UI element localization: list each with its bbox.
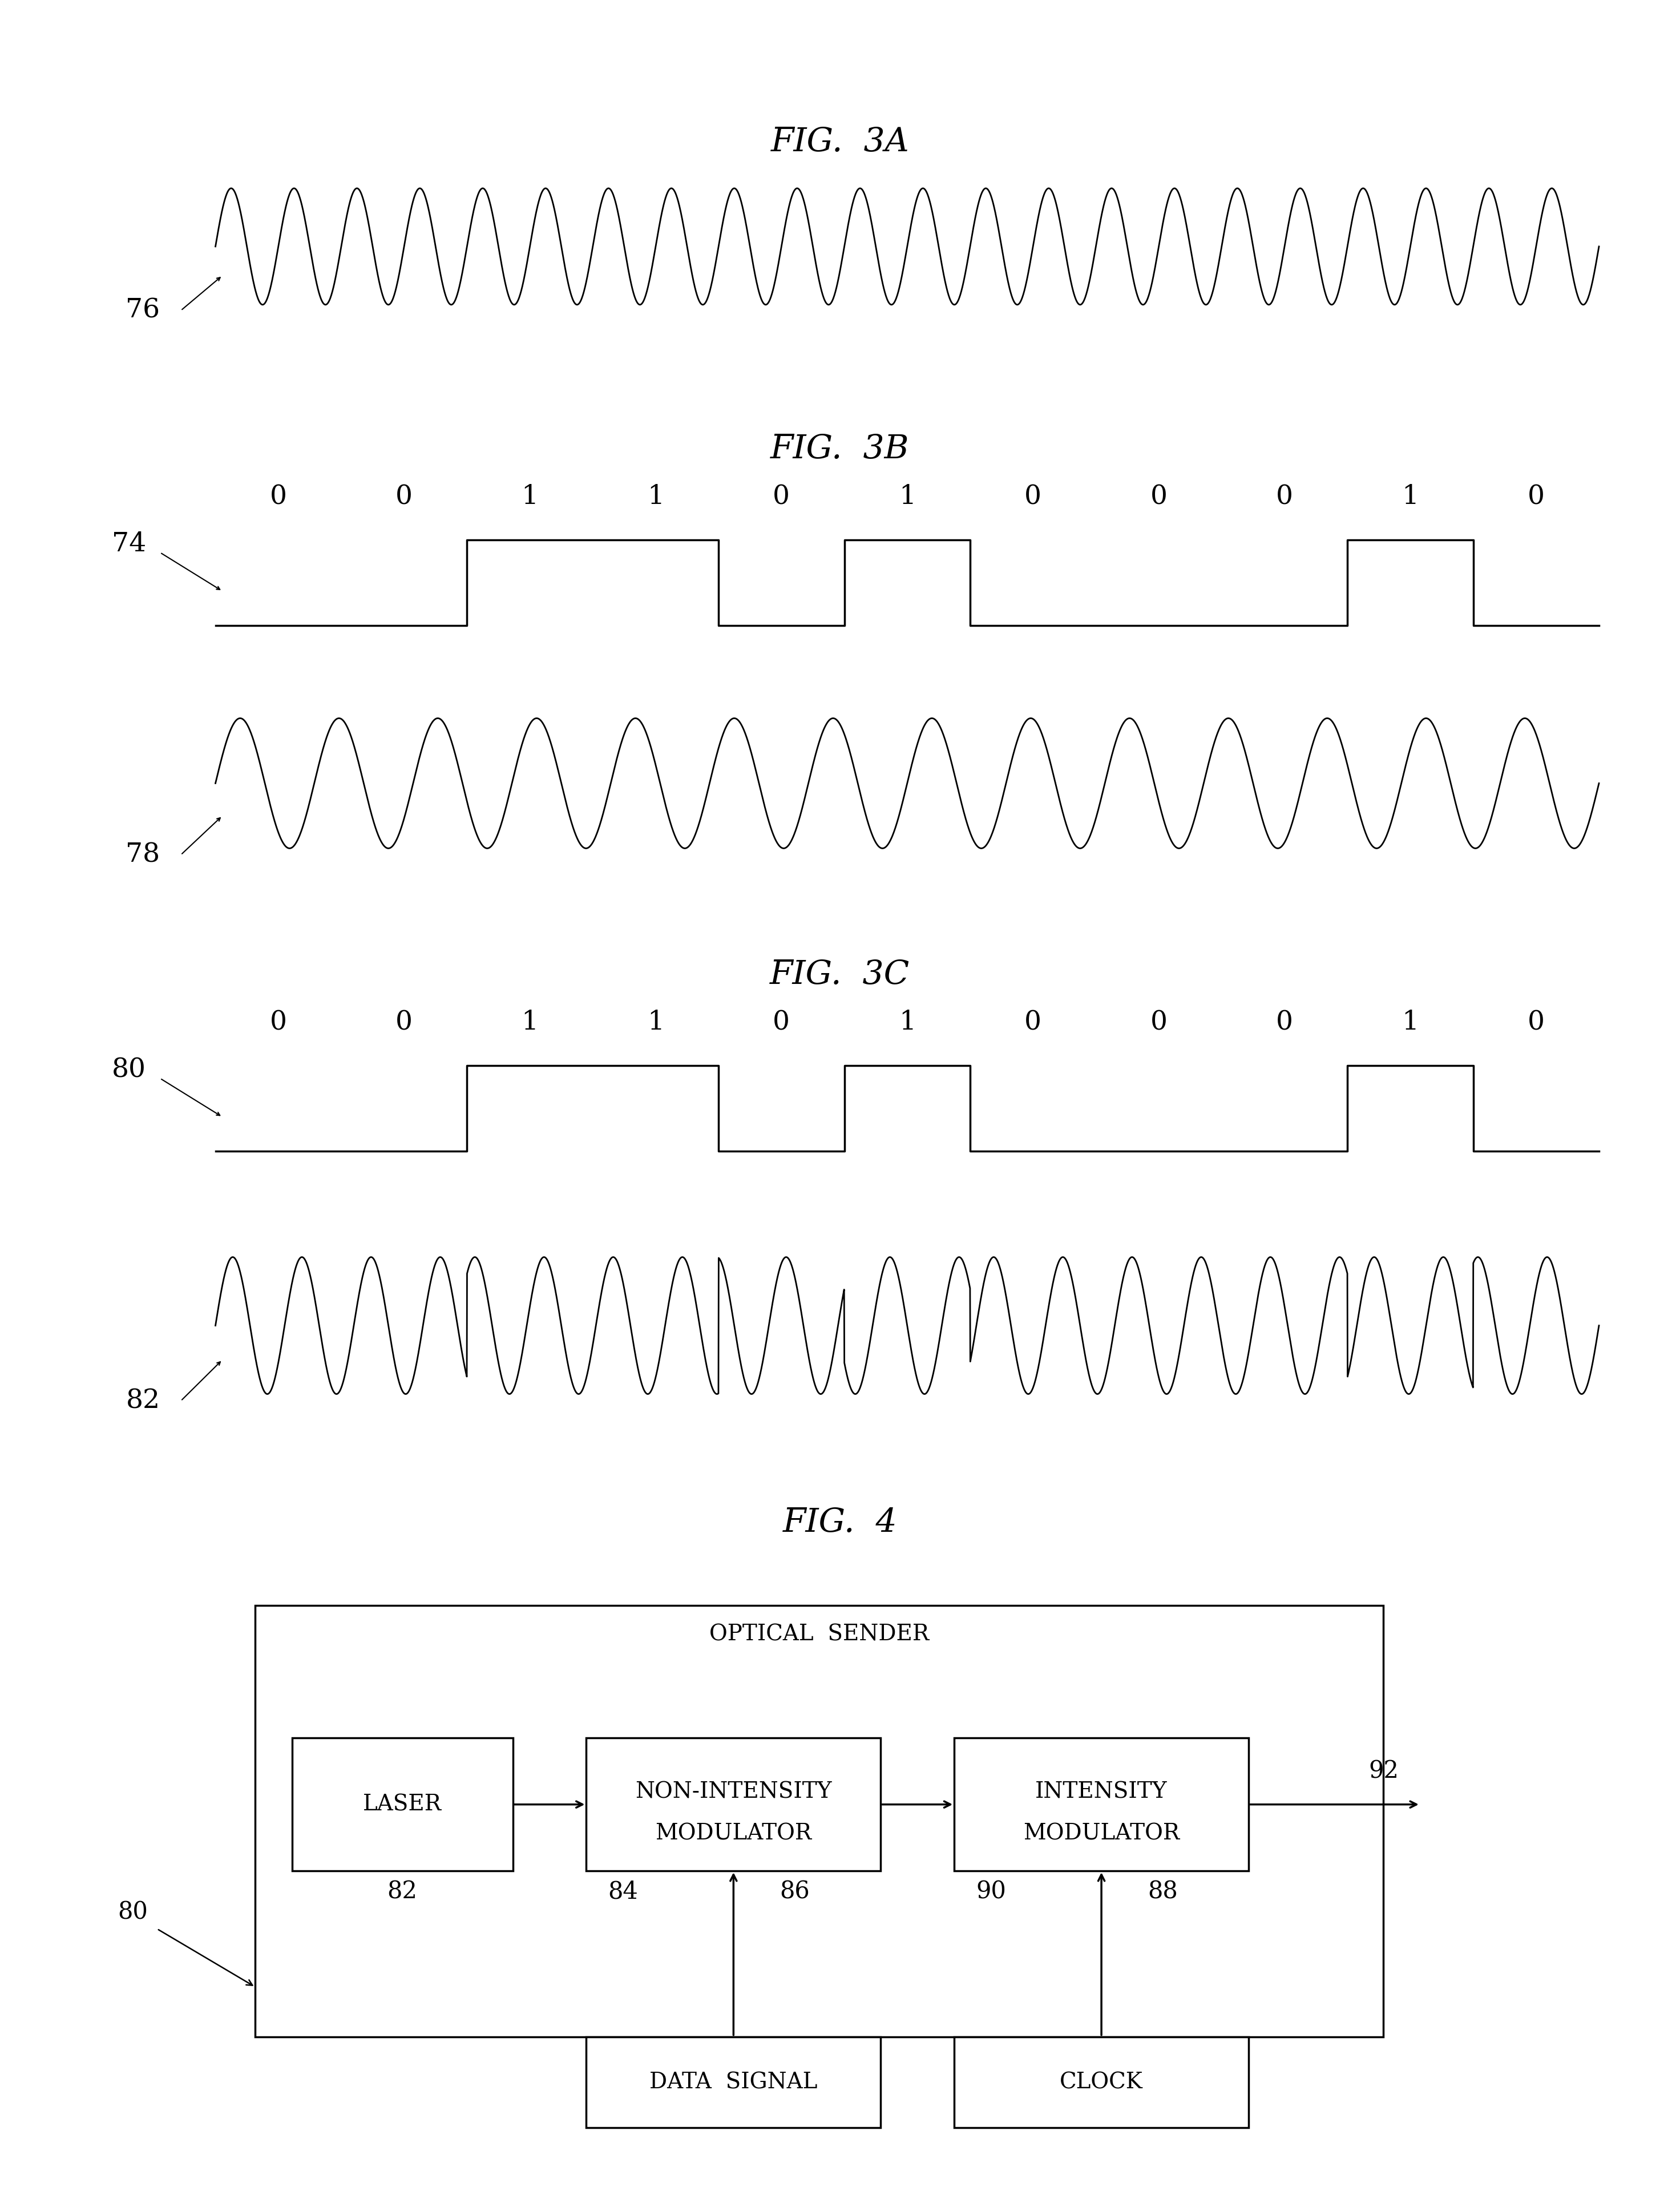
Text: DATA  SIGNAL: DATA SIGNAL — [650, 2073, 818, 2092]
Text: 0: 0 — [1151, 1010, 1168, 1036]
Text: 0: 0 — [773, 1010, 790, 1036]
Text: 1: 1 — [647, 1010, 664, 1036]
Text: INTENSITY: INTENSITY — [1035, 1781, 1168, 1803]
Text: 78: 78 — [126, 841, 160, 868]
Bar — [255, 1606, 1384, 2038]
Text: LASER: LASER — [363, 1794, 442, 1814]
Text: 0: 0 — [395, 1010, 413, 1036]
Text: 80: 80 — [118, 1900, 148, 1924]
Text: 1: 1 — [521, 1010, 539, 1036]
Text: 76: 76 — [126, 298, 160, 324]
Text: 0: 0 — [773, 484, 790, 511]
Text: 0: 0 — [1025, 484, 1042, 511]
Text: 0: 0 — [1277, 484, 1294, 511]
Text: 82: 82 — [386, 1880, 418, 1904]
Text: OPTICAL  SENDER: OPTICAL SENDER — [709, 1624, 929, 1645]
Text: 88: 88 — [1147, 1880, 1178, 1904]
Bar — [954, 2038, 1248, 2127]
Text: MODULATOR: MODULATOR — [1023, 1823, 1179, 1845]
Bar — [586, 1737, 880, 1871]
Text: 1: 1 — [899, 1010, 916, 1036]
Text: FIG.  3C: FIG. 3C — [769, 960, 911, 990]
Text: 84: 84 — [608, 1880, 638, 1904]
Text: FIG.  3B: FIG. 3B — [771, 434, 909, 464]
Text: FIG.  4: FIG. 4 — [783, 1507, 897, 1538]
Text: NON-INTENSITY: NON-INTENSITY — [635, 1781, 832, 1803]
Text: 90: 90 — [976, 1880, 1006, 1904]
Text: 86: 86 — [780, 1880, 810, 1904]
Text: 0: 0 — [270, 1010, 287, 1036]
Text: 92: 92 — [1368, 1759, 1399, 1783]
Text: 0: 0 — [1527, 1010, 1544, 1036]
Text: 0: 0 — [270, 484, 287, 511]
Text: MODULATOR: MODULATOR — [655, 1823, 811, 1845]
Text: 0: 0 — [1277, 1010, 1294, 1036]
Text: 0: 0 — [1527, 484, 1544, 511]
Text: 1: 1 — [1401, 484, 1420, 511]
Text: 0: 0 — [1151, 484, 1168, 511]
Text: 80: 80 — [113, 1056, 146, 1082]
Text: 1: 1 — [521, 484, 539, 511]
Text: 1: 1 — [899, 484, 916, 511]
Text: 0: 0 — [1025, 1010, 1042, 1036]
Text: 82: 82 — [126, 1387, 160, 1413]
Text: 1: 1 — [647, 484, 664, 511]
Bar — [292, 1737, 512, 1871]
Text: 74: 74 — [113, 530, 146, 557]
Text: 1: 1 — [1401, 1010, 1420, 1036]
Bar — [586, 2038, 880, 2127]
Text: FIG.  3A: FIG. 3A — [771, 127, 909, 158]
Text: 0: 0 — [395, 484, 413, 511]
Text: CLOCK: CLOCK — [1060, 2073, 1142, 2092]
Bar — [954, 1737, 1248, 1871]
